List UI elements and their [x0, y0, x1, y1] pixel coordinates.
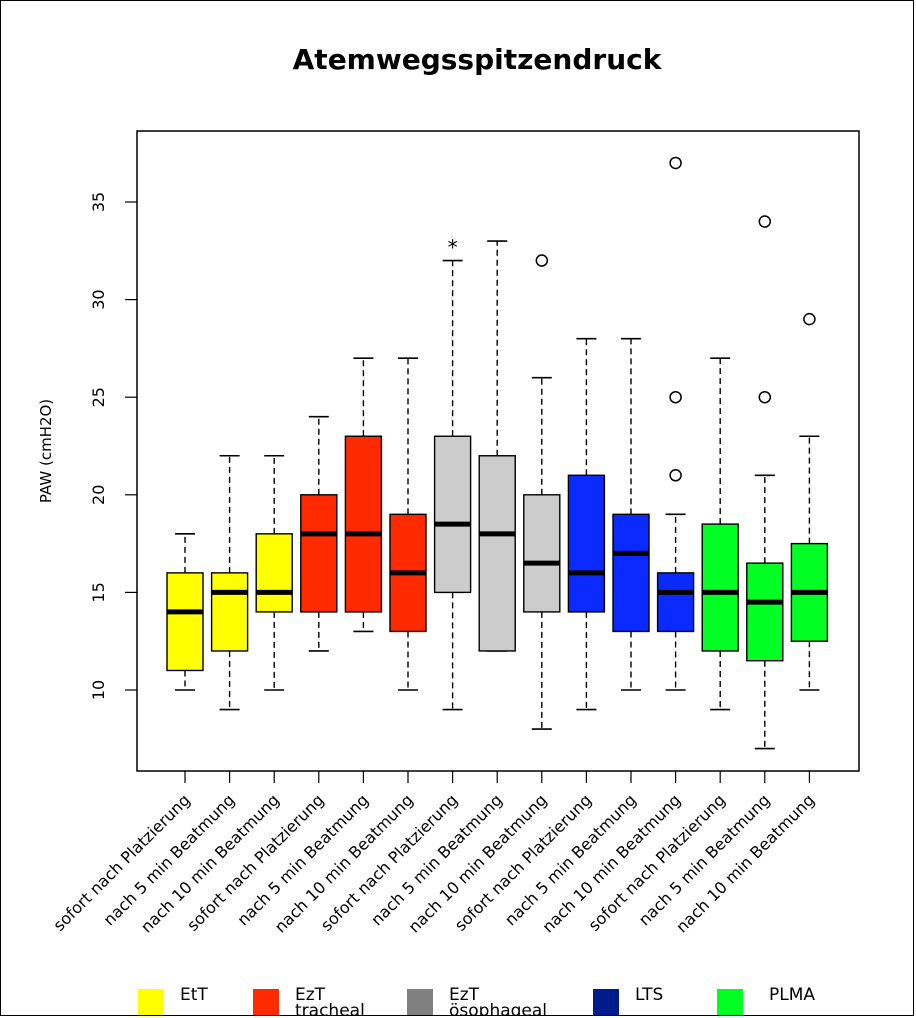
- legend-label-line: LTS: [635, 985, 664, 1005]
- box: [746, 562, 784, 662]
- box: [612, 513, 650, 633]
- legend-swatch: [253, 989, 279, 1015]
- y-tick-label: 30: [89, 289, 108, 309]
- box: [701, 523, 739, 652]
- legend-label-line: PLMA: [769, 985, 816, 1005]
- legend-label-line: EzT: [295, 985, 326, 1005]
- legend-label-line: EzT: [449, 985, 480, 1005]
- legend-label: LTS: [635, 985, 664, 1005]
- chart-title: Atemwegsspitzendruck: [293, 43, 663, 76]
- legend-label-line: EtT: [180, 985, 208, 1005]
- legend-label: EzT ösophageal: [449, 987, 547, 1016]
- box: [255, 533, 293, 613]
- box: [478, 455, 516, 652]
- legend-swatch: [593, 989, 619, 1015]
- y-tick-label: 35: [89, 192, 108, 212]
- legend: EtT EzT tracheal EzT ösophageal LTS PLMA: [1, 985, 913, 1016]
- outlier-point: [758, 390, 772, 404]
- box: [523, 494, 561, 613]
- box: [166, 572, 204, 672]
- legend-label: EtT: [180, 985, 208, 1005]
- significance-marker: *: [448, 236, 458, 260]
- box: [210, 572, 249, 652]
- outlier-point: [669, 156, 682, 170]
- box: [567, 474, 606, 613]
- legend-label: PLMA: [769, 985, 816, 1005]
- box: [656, 572, 695, 633]
- legend-swatch: [138, 989, 164, 1015]
- box: [344, 435, 383, 613]
- outlier-point: [758, 215, 772, 228]
- legend-sublabel: ösophageal: [449, 1001, 548, 1016]
- outlier-point: [669, 469, 682, 482]
- legend-swatch: [407, 989, 433, 1015]
- y-tick-label: 15: [89, 582, 108, 602]
- y-tick-label: 25: [89, 387, 108, 407]
- box: [433, 435, 472, 594]
- outlier-point: [803, 312, 816, 326]
- outlier-point: [669, 390, 682, 404]
- legend-swatch: [717, 989, 743, 1015]
- box: [300, 494, 338, 613]
- legend-sublabel: tracheal: [295, 1001, 365, 1016]
- y-tick-label: 20: [89, 485, 108, 505]
- plot-area: [136, 130, 860, 772]
- y-axis-label: PAW (cmH2O): [37, 399, 55, 503]
- outlier-point: [535, 254, 549, 267]
- y-tick-label: 10: [89, 680, 108, 700]
- legend-label: EzT tracheal: [295, 987, 365, 1016]
